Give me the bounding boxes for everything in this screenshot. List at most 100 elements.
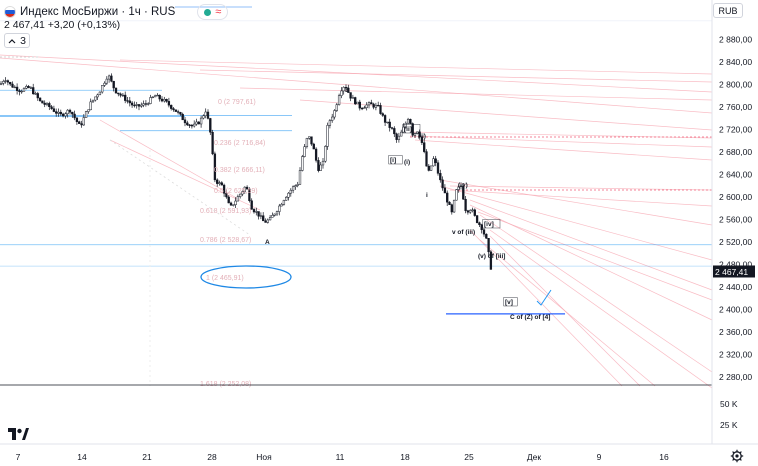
candle-body [331, 116, 334, 121]
candle [333, 109, 336, 120]
gear-icon[interactable] [730, 449, 744, 463]
candle-body [347, 87, 350, 93]
fan-line [239, 87, 713, 101]
candle [388, 118, 391, 132]
candle-body [473, 209, 476, 216]
candle [6, 79, 10, 86]
price-axis: 2 280,00 2 320,00 2 360,00 2 400,00 2 440,00… [0, 0, 758, 445]
candle-body [305, 138, 309, 147]
candle [374, 102, 378, 111]
candle [114, 87, 118, 94]
candle-body [170, 104, 173, 109]
candle-body [153, 95, 157, 98]
candle-body [457, 186, 460, 190]
symbol-title[interactable]: Индекс МосБиржи · 1ч · RUS [20, 6, 176, 18]
candle-body [427, 165, 430, 171]
price-tick: 2 320,00 [719, 349, 752, 359]
candle-body [446, 192, 449, 203]
candle [91, 99, 95, 103]
candle-body [22, 88, 26, 92]
candle-body [413, 133, 417, 136]
candle [482, 228, 486, 237]
wave-label-box [482, 219, 501, 229]
candle [278, 203, 281, 216]
candle-body [363, 107, 366, 109]
candle-body [89, 101, 92, 111]
price-tick: 2 480,00 [719, 259, 752, 269]
candle-body [101, 85, 104, 93]
candle [107, 74, 111, 83]
candle [280, 202, 283, 207]
fib-label: 0.236 (2 716,84) [214, 140, 265, 147]
indicators-collapse-button[interactable]: 3 [4, 33, 30, 48]
currency-selector[interactable]: RUB [713, 3, 743, 18]
candle-body [181, 113, 184, 121]
candle-body [374, 104, 378, 108]
candle [413, 133, 417, 138]
candle [25, 84, 28, 90]
candle [268, 214, 272, 221]
candle [11, 81, 14, 88]
candle-body [266, 219, 269, 223]
time-tick: 18 [400, 452, 410, 462]
candle [137, 104, 141, 111]
candle-body [176, 111, 180, 113]
candle [485, 233, 488, 239]
candlesticks [0, 73, 493, 270]
candle [167, 97, 171, 108]
candle-body [487, 238, 490, 253]
candle [363, 105, 366, 109]
candle-body [135, 104, 138, 106]
approx-symbol: ≈ [215, 6, 222, 18]
candle [38, 97, 42, 102]
candle-body [416, 131, 419, 134]
symbol-header: Индекс МосБиржи · 1ч · RUS ≈ [4, 4, 229, 20]
market-status-pill[interactable]: ≈ [197, 4, 229, 20]
candle [243, 186, 246, 194]
wave-label: [iv] [484, 221, 494, 228]
price-tick: 2 440,00 [719, 282, 752, 292]
candle-body [234, 200, 237, 206]
candle [439, 169, 442, 183]
chevron-up-icon [8, 38, 16, 43]
candle-body [450, 204, 453, 213]
candle [144, 100, 148, 107]
candle [183, 116, 187, 127]
fan-line [477, 211, 713, 301]
price-tick: 2 680,00 [719, 147, 752, 157]
time-tick: 25 [464, 452, 474, 462]
candle-body [333, 110, 336, 118]
candle [34, 91, 37, 95]
candle [457, 183, 460, 193]
candle [321, 158, 325, 169]
candle-body [112, 80, 115, 89]
candle [294, 184, 297, 190]
candle-body [404, 122, 407, 128]
candle-body [340, 90, 343, 96]
price-tick: 2 840,00 [719, 57, 752, 67]
candle [222, 183, 226, 197]
candle-body [110, 75, 113, 82]
candle-body [259, 215, 263, 217]
candle-body [285, 197, 288, 201]
candle [291, 185, 295, 194]
fib-label: 0.786 (2 528,67) [200, 237, 251, 244]
tradingview-logo-icon[interactable] [7, 427, 29, 441]
fan-line [479, 239, 656, 387]
candle-body [459, 185, 463, 188]
candle-body [291, 186, 295, 191]
candle-body [434, 158, 437, 163]
candle-body [245, 186, 249, 190]
fib-label: 0 (2 797,61) [218, 99, 256, 106]
time-tick: 11 [336, 452, 345, 462]
candle [158, 94, 161, 102]
candle [52, 105, 56, 113]
market-status-icon [204, 8, 212, 16]
candle [174, 109, 177, 112]
fan-line [469, 229, 623, 387]
candle-body [137, 104, 141, 107]
horizontal-levels [0, 6, 712, 315]
candle [209, 117, 212, 136]
candle [89, 98, 92, 111]
